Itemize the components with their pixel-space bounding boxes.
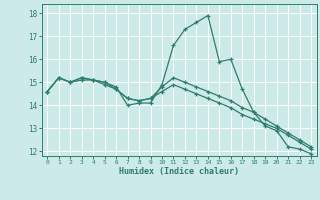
X-axis label: Humidex (Indice chaleur): Humidex (Indice chaleur) [119, 167, 239, 176]
